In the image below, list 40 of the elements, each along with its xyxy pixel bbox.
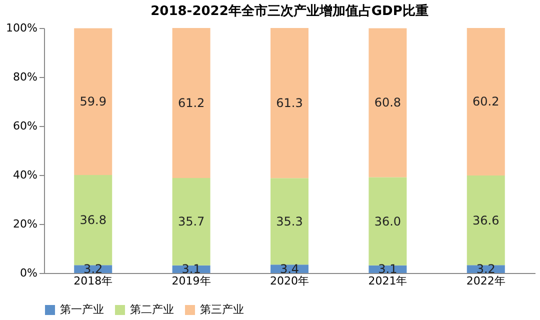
data-label: 3.1 [378, 262, 398, 276]
x-tick-label: 2019年 [172, 274, 211, 288]
y-tick-label: 80% [13, 70, 38, 84]
bar [172, 28, 210, 178]
data-label: 3.1 [182, 262, 201, 276]
data-label: 3.2 [476, 262, 496, 276]
legend-label: 第三产业 [200, 303, 244, 316]
data-label: 61.2 [178, 96, 205, 110]
y-tick-label: 100% [6, 22, 38, 34]
data-label: 36.8 [80, 213, 106, 228]
y-tick-label: 40% [13, 168, 38, 182]
data-label: 60.8 [374, 96, 402, 110]
bar [74, 28, 112, 175]
bar [368, 177, 407, 266]
data-label: 60.2 [472, 94, 500, 109]
x-tick-label: 2021年 [368, 274, 408, 288]
x-tick-label: 2020年 [270, 274, 309, 288]
data-label: 61.3 [276, 96, 303, 110]
bar [466, 175, 505, 266]
data-label: 35.7 [178, 214, 205, 229]
data-label: 3.4 [280, 262, 300, 276]
x-tick-label: 2018年 [74, 274, 113, 288]
legend-label: 第二产业 [130, 303, 174, 316]
bar [270, 178, 308, 265]
bar [466, 28, 505, 176]
y-tick-label: 20% [13, 218, 38, 230]
bar [172, 178, 210, 266]
bar [74, 175, 112, 266]
chart-title: 2018-2022年全市三次产业增加值占GDP比重 [150, 3, 428, 19]
legend-label: 第一产业 [60, 303, 104, 316]
y-tick-label: 0% [20, 266, 38, 280]
data-label: 35.3 [276, 214, 303, 228]
data-label: 36.0 [374, 214, 402, 228]
bar [368, 28, 407, 178]
data-label: 3.2 [84, 262, 103, 276]
bar [270, 28, 308, 178]
y-tick-label: 60% [13, 120, 38, 132]
x-tick-label: 2022年 [466, 274, 506, 288]
data-label: 59.9 [80, 94, 106, 109]
data-label: 36.6 [472, 213, 500, 228]
